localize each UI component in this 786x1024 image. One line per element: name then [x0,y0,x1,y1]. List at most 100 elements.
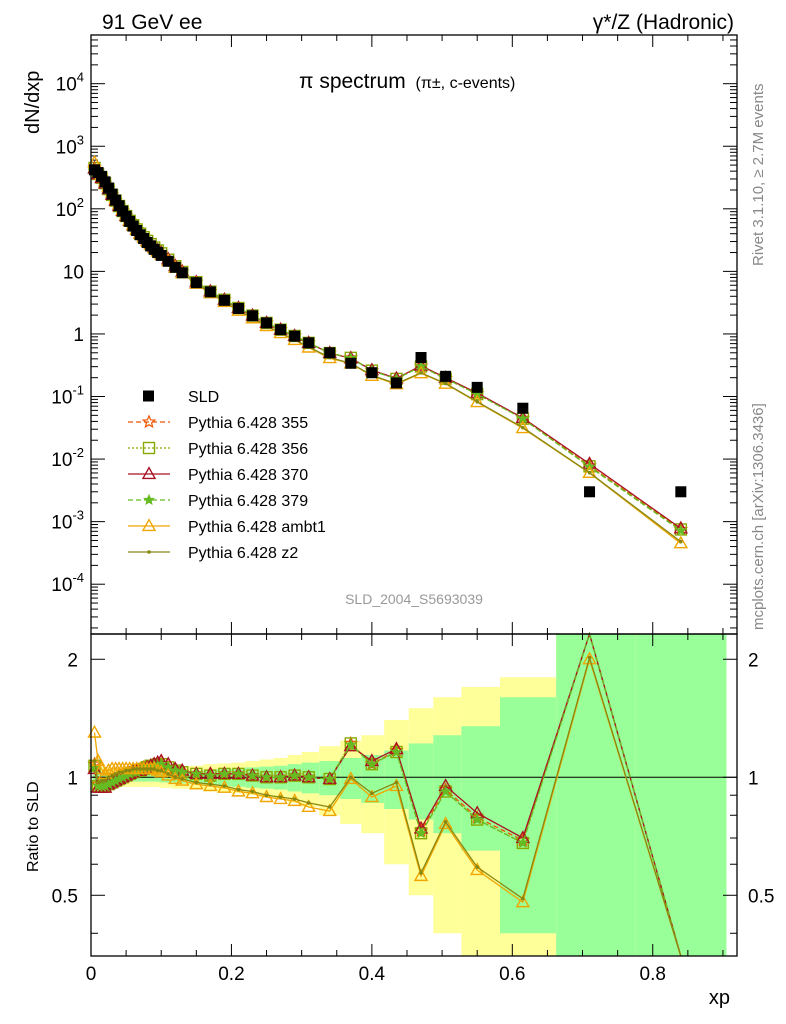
ratio-series-point-5 [138,767,142,771]
reference-point [303,337,315,349]
x-tick-label: 0.2 [218,964,244,985]
y-tick-label: 1 [73,325,84,346]
y-tick-label-base: 10 [56,75,77,96]
ratio-series-point-5 [327,805,332,809]
legend-entry-1: Pythia 6.428 356 [128,441,308,458]
reference-point [584,486,596,498]
legend-entry-0: Pythia 6.428 355 [128,414,308,432]
y-tick-label-exponent: 4 [77,70,84,85]
ratio-series-point-5 [521,896,525,901]
legend-entry-3: Pythia 6.428 379 [128,493,308,510]
ratio-series-point-5 [394,780,399,785]
ratio-series-point-5 [92,759,97,763]
series-point-4 [515,420,531,434]
ratio-y-tick-label-right: 2 [748,650,759,671]
y-tick-label: 10-2 [51,445,84,471]
ratio-series-point-4 [582,651,597,665]
reference-point [218,294,230,306]
ratio-series-point-5 [250,789,255,794]
series-point-5 [419,370,423,375]
series-point-4 [673,535,689,549]
reference-point [275,324,287,336]
ratio-series-point-5 [106,775,111,780]
ratio-band-stat [500,697,557,934]
y-tick-label: 10-1 [51,383,84,409]
reference-point [366,367,378,379]
reference-point [99,176,111,188]
ratio-series-point-5 [148,767,153,771]
ratio-series-point-5 [103,778,107,783]
ratio-y-tick-label: 2 [67,650,78,671]
legend-marker-2 [141,466,157,480]
reference-point [247,310,258,322]
ratio-series-point-5 [349,775,353,780]
x-tick-label: 0 [86,964,97,985]
legend-marker-1 [142,441,156,455]
ratio-band-stat [556,634,636,956]
legend-marker-4 [141,518,157,532]
y-tick-label: 10-4 [51,570,84,596]
legend-entry-2: Pythia 6.428 370 [128,466,308,484]
ratio-y-tick-label-right: 0.5 [748,886,774,907]
ratio-y-axis-label: Ratio to SLD [25,781,42,872]
y-tick-label: 104 [56,70,84,96]
series-point-4 [582,465,597,479]
x-tick-label: 0.6 [499,964,525,985]
y-tick-label-base: 10 [51,513,72,534]
plot-title-suffix: (π±, c-events) [416,75,516,92]
plot-title-main: π spectrum [299,70,406,93]
header-energy-label: 91 GeV ee [102,11,202,34]
y-tick-label-exponent: -1 [72,383,84,398]
reference-point [204,286,216,298]
ratio-series-point-4 [160,767,176,781]
reference-point [440,370,452,382]
ratio-series-point-3 [365,757,378,770]
ratio-series-point-5 [173,775,178,780]
reference-point [106,188,118,200]
ratio-series-point-3 [204,769,217,781]
ratio-series-point-5 [292,797,297,801]
y-tick-label-exponent: 3 [77,132,84,147]
ratio-series-point-5 [131,767,135,771]
ratio-y-tick-label: 1 [67,768,78,789]
y-tick-label: 102 [56,195,84,221]
ratio-series-point-3 [323,772,336,785]
ratio-series-point-5 [155,768,160,773]
ratio-series-point-4 [343,771,359,785]
ratio-series-point-3 [288,769,301,781]
ratio-series-point-5 [475,865,479,869]
ratio-series-point-5 [222,784,227,788]
ratio-series-point-4 [389,778,404,792]
y-tick-label-base: 10 [51,450,72,471]
y-tick-label-base: 10 [51,575,72,596]
ratio-series-point-5 [152,767,156,771]
series-line-4 [93,162,682,544]
ratio-series-point-3 [516,836,529,849]
y-tick-label-exponent: 2 [77,195,84,210]
ratio-series-point-3 [302,771,315,783]
plot-title: π spectrum (π±, c-events) [299,70,515,93]
series-point-1 [674,523,688,536]
reference-point [190,277,202,289]
ratio-series-point-5 [127,768,132,773]
ratio-band-stat [408,743,434,820]
y-axis-label: dN/dxp [22,71,44,134]
ratio-series-point-5 [124,768,128,773]
ratio-series-point-4 [438,816,453,830]
reference-point [415,352,427,364]
ratio-series-point-5 [443,819,448,824]
y-tick-label: 10 [63,262,84,283]
reference-point [471,381,483,393]
ratio-series-point-5 [134,767,139,771]
ratio-series-point-5 [99,778,104,783]
ratio-series-point-3 [471,813,484,825]
ratio-series-point-5 [278,795,283,799]
ratio-series-point-5 [110,773,114,778]
legend-label-3: Pythia 6.428 379 [188,493,308,510]
x-tick-label: 0.4 [359,964,386,985]
ratio-series-point-3 [232,767,245,780]
reference-point [169,261,181,273]
legend-label-0: Pythia 6.428 355 [188,415,308,432]
